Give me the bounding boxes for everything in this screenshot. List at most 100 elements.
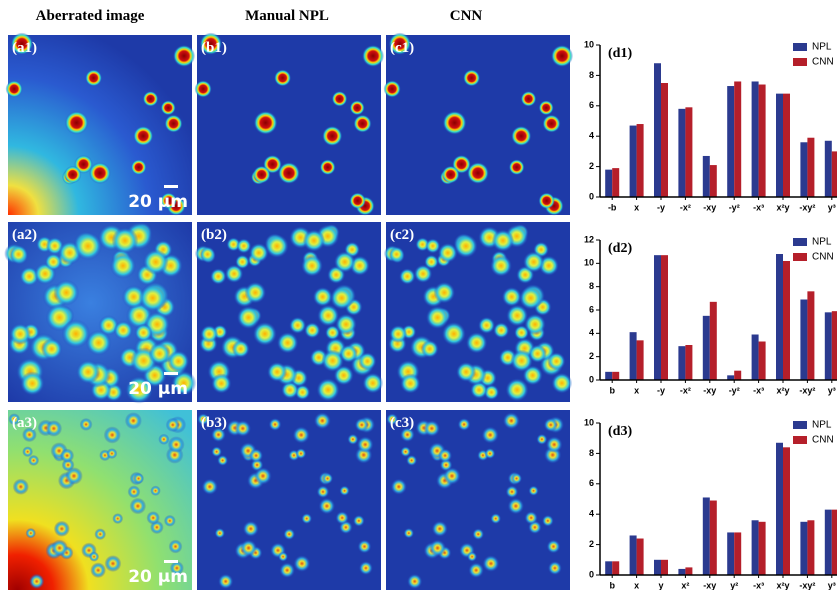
cell — [197, 413, 210, 426]
cell — [9, 323, 31, 345]
y-tick-label: 10 — [584, 258, 594, 268]
panel-label: (b1) — [201, 40, 227, 56]
image-panel: (b2) — [194, 222, 384, 402]
cell — [511, 472, 523, 485]
cell — [248, 242, 269, 263]
image-grid: (a1) 20 μm (b1) (c1) (a2) 20 μm (b2) (c2) (a3) 20… — [4, 32, 574, 590]
image-panel: (b1) — [194, 32, 385, 216]
cell — [407, 573, 423, 590]
y-tick-label: 0 — [589, 374, 594, 384]
cell — [274, 69, 292, 87]
column-header: Aberrated image — [36, 8, 145, 24]
bar — [831, 509, 837, 575]
cell — [242, 520, 259, 537]
x-tick-label: -x³ — [753, 580, 764, 590]
x-tick-label: -xy² — [799, 202, 815, 212]
image-panel: (a2) 20 μm — [4, 222, 197, 404]
column-header: CNN — [450, 8, 483, 24]
cell — [104, 555, 122, 572]
cell — [321, 349, 344, 372]
x-tick-label: -xy — [703, 385, 716, 395]
cell — [423, 420, 441, 437]
cell — [20, 371, 45, 396]
cell — [335, 511, 349, 525]
cell — [389, 325, 408, 343]
cell — [301, 254, 323, 277]
bar — [734, 81, 742, 197]
bar — [636, 340, 644, 380]
legend-label: CNN — [812, 57, 834, 68]
cell — [293, 555, 311, 572]
cell — [545, 436, 563, 453]
panel-label: (c1) — [390, 40, 414, 56]
cell — [354, 417, 369, 432]
cell — [352, 514, 365, 527]
cell — [211, 427, 226, 443]
cell — [356, 436, 374, 453]
x-tick-label: x²y — [776, 385, 789, 395]
cell — [441, 165, 460, 184]
x-tick-label: y³ — [828, 580, 836, 590]
cell — [322, 472, 334, 485]
y-tick-label: 0 — [589, 191, 594, 201]
bar — [709, 165, 717, 197]
cell — [8, 413, 21, 426]
scale-bar-label: 20 μm — [128, 567, 188, 587]
image-panel: (a1) 20 μm — [5, 32, 196, 216]
bar — [678, 568, 686, 575]
panel-label: (a1) — [12, 40, 37, 56]
x-tick-label: -xy² — [799, 580, 815, 590]
cell — [265, 234, 289, 258]
bar — [612, 371, 620, 380]
scale-bar — [164, 560, 178, 563]
legend-swatch — [793, 238, 807, 246]
cell — [218, 573, 234, 590]
cell — [167, 350, 190, 373]
cell — [443, 467, 461, 485]
bar — [661, 83, 668, 197]
cell — [173, 44, 196, 67]
cell — [541, 514, 554, 527]
cell — [493, 322, 510, 339]
cell — [349, 192, 366, 209]
cell — [490, 513, 502, 525]
cell — [289, 316, 307, 334]
x-tick-label: y³ — [828, 385, 836, 395]
bar — [678, 108, 686, 197]
x-tick-label: x² — [681, 580, 689, 590]
cell — [210, 268, 227, 285]
cell — [386, 413, 399, 426]
cell — [431, 520, 448, 537]
bar — [709, 500, 717, 575]
cell — [279, 562, 295, 579]
bar-chart: 0 2 4 6 8 10 -b x -y -x² -xy -y² -x³ x²y -xy² y³ (d1) NPL… — [584, 39, 837, 212]
cell — [44, 253, 63, 271]
cell — [551, 44, 574, 67]
cell — [510, 349, 533, 372]
cell — [331, 91, 348, 107]
cell — [163, 514, 176, 527]
cell — [76, 359, 101, 384]
cell — [528, 485, 539, 496]
panel-label: (a2) — [12, 227, 37, 243]
cell — [347, 433, 359, 445]
legend-swatch — [793, 421, 807, 429]
cell — [106, 448, 118, 459]
bar — [800, 142, 808, 197]
cell — [111, 227, 139, 255]
cell — [330, 286, 354, 310]
cell — [61, 319, 91, 349]
cell — [457, 417, 471, 431]
cell — [420, 340, 439, 358]
x-tick-label: -x³ — [753, 202, 764, 212]
cell — [547, 352, 566, 371]
cell — [353, 114, 372, 133]
cell — [317, 304, 340, 327]
y-tick-label: 6 — [589, 304, 594, 314]
bar — [629, 332, 637, 380]
cell — [429, 539, 447, 557]
cell — [160, 192, 177, 209]
y-tick-label: 2 — [589, 351, 594, 361]
bar — [824, 312, 832, 380]
cell — [12, 478, 29, 495]
